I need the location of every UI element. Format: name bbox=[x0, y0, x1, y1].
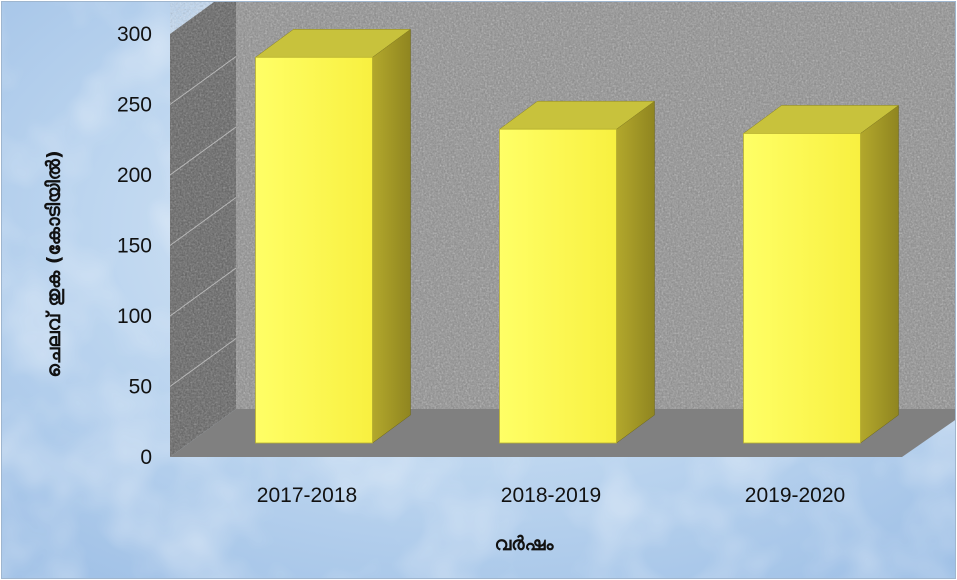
gridline bbox=[169, 338, 237, 387]
y-tick-label: 50 bbox=[129, 376, 152, 399]
bar bbox=[742, 104, 900, 444]
y-tick-label: 0 bbox=[140, 446, 152, 469]
gridline bbox=[169, 56, 237, 105]
y-axis-title: ചെലവ് തുക (കോടിയിൽ) bbox=[43, 150, 65, 377]
y-tick-label: 150 bbox=[117, 235, 152, 258]
y-axis-ticks: 0 50 100 150 200 250 300 bbox=[117, 23, 152, 469]
y-tick-label: 200 bbox=[117, 164, 152, 187]
gridlines bbox=[169, 56, 237, 387]
x-tick-label: 2019-2020 bbox=[745, 484, 845, 507]
x-tick-label: 2018-2019 bbox=[501, 484, 601, 507]
gridline bbox=[169, 267, 237, 317]
bar bbox=[498, 100, 656, 444]
x-tick-label: 2017-2018 bbox=[257, 484, 357, 507]
bar-side bbox=[372, 28, 411, 444]
gridline bbox=[169, 197, 237, 246]
bar-front bbox=[743, 133, 861, 444]
x-axis-ticks: 2017-2018 2018-2019 2019-2020 bbox=[257, 484, 845, 507]
bar-side bbox=[860, 104, 899, 444]
y-tick-label: 250 bbox=[117, 94, 152, 117]
bar-side bbox=[616, 100, 655, 444]
side-wall-texture bbox=[170, 2, 236, 457]
x-axis-title: വർഷം bbox=[495, 533, 555, 555]
y-tick-label: 300 bbox=[117, 23, 152, 46]
bar-front bbox=[255, 56, 373, 444]
gridline bbox=[169, 126, 237, 176]
y-tick-label: 100 bbox=[117, 305, 152, 328]
bar-front bbox=[499, 128, 617, 444]
bars bbox=[254, 28, 900, 444]
bar bbox=[254, 28, 412, 444]
